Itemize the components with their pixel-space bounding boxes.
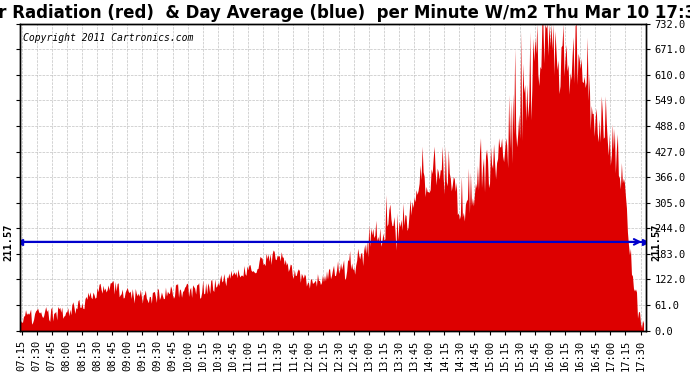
Text: 211.57: 211.57 [652, 223, 662, 261]
Text: 211.57: 211.57 [3, 223, 13, 261]
Title: Solar Radiation (red)  & Day Average (blue)  per Minute W/m2 Thu Mar 10 17:35: Solar Radiation (red) & Day Average (blu… [0, 4, 690, 22]
Text: Copyright 2011 Cartronics.com: Copyright 2011 Cartronics.com [23, 33, 193, 43]
